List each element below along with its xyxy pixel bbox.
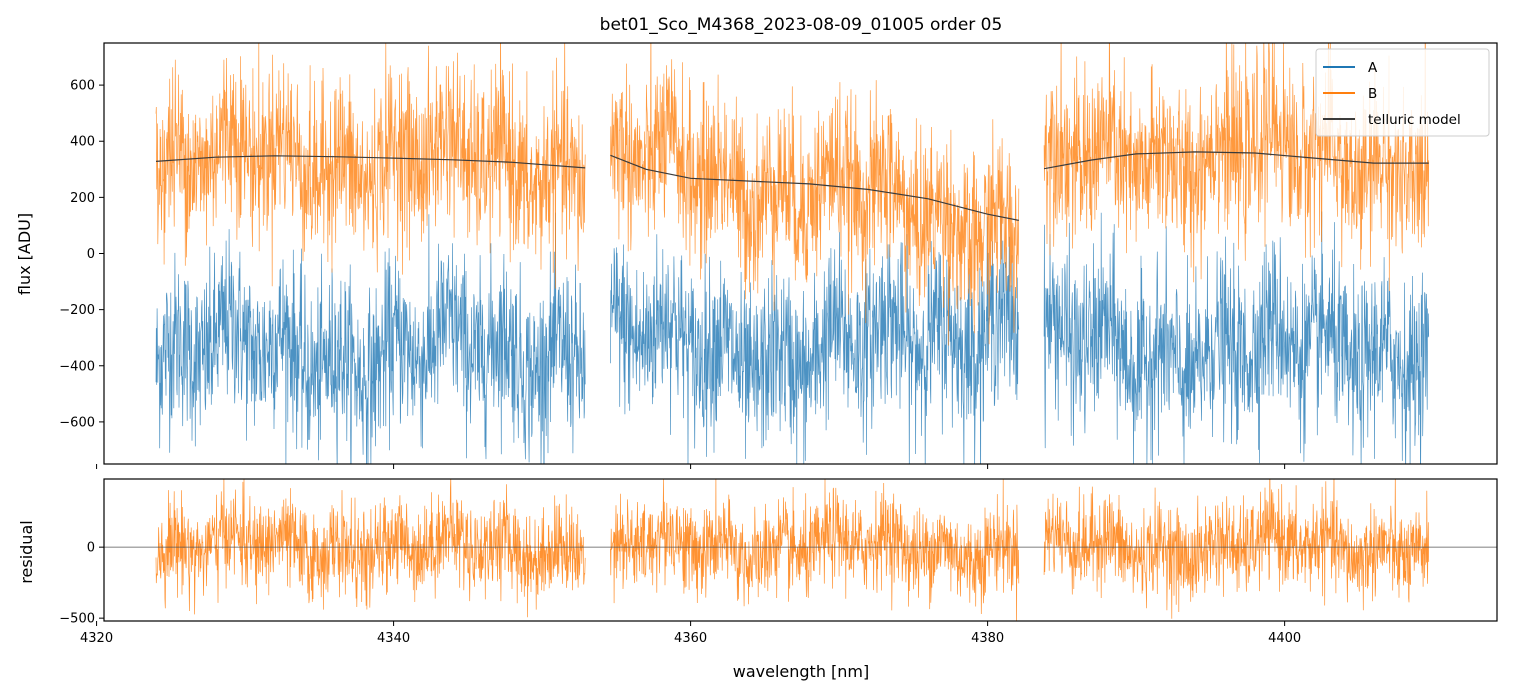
series-a-line [155,211,1430,464]
series-b-line [155,43,1430,346]
legend-frame [1315,48,1490,137]
bottom-ytick-label: −500 [59,612,95,627]
bottom-xtick-label: 4380 [971,631,1004,646]
top-ytick-label: 0 [87,247,95,262]
bottom-xtick-label: 4340 [377,631,410,646]
bottom-xtick-label: 4320 [80,631,113,646]
telluric-model-line [155,151,1429,221]
top-ytick-label: 200 [70,191,95,206]
top-axes-frame [103,42,1498,465]
bottom-y-axis-label: residual [17,520,36,583]
bottom-ytick-label: 0 [87,541,95,556]
bottom-axes-frame [103,478,1498,622]
legend-label-b: B [1368,86,1377,102]
bottom-panel: −500 0 4320 4340 4360 4380 4400 residual wave… [17,478,1498,681]
top-ytick-label: 600 [70,79,95,94]
residual-line [155,479,1430,621]
x-axis-label: wavelength [nm] [733,662,870,681]
bottom-xtick-label: 4400 [1268,631,1301,646]
bottom-xtick-label: 4360 [674,631,707,646]
top-ytick-label: −400 [59,359,95,374]
top-y-axis-label: flux [ADU] [15,213,34,295]
legend-label-a: A [1368,60,1378,76]
top-ytick-label: 400 [70,135,95,150]
top-ytick-label: −600 [59,415,95,430]
chart-title: bet01_Sco_M4368_2023-08-09_01005 order 0… [600,15,1003,35]
top-panel: −600 −400 −200 0 200 400 600 flux [ADU] A B te… [15,42,1498,469]
legend: A B telluric model [1315,48,1490,137]
top-ytick-label: −200 [59,303,95,318]
legend-label-telluric: telluric model [1368,112,1461,128]
